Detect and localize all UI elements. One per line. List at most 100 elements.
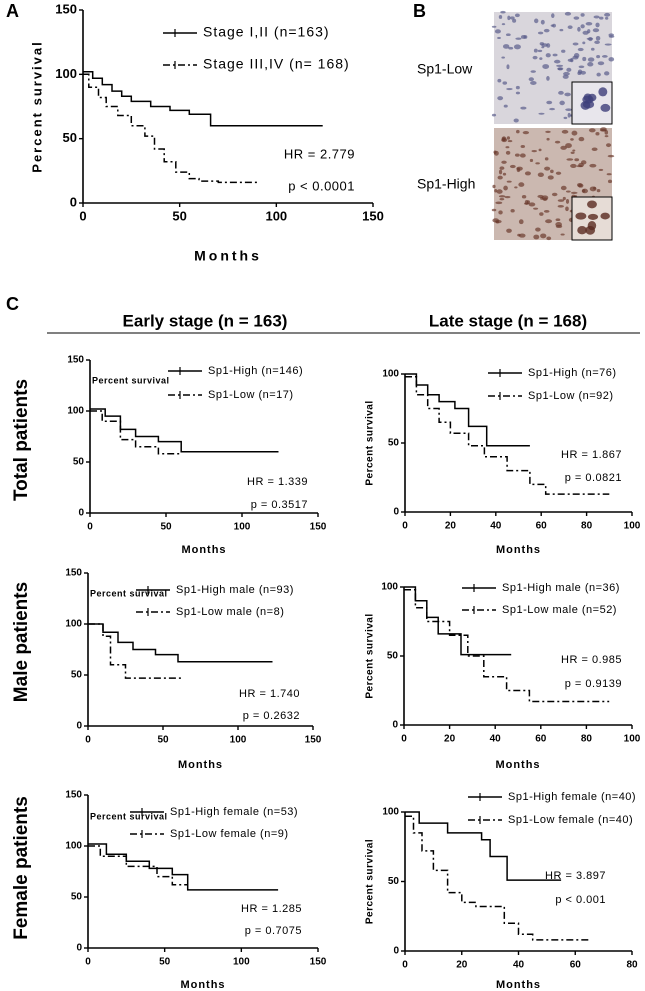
nucleus (555, 171, 562, 175)
nucleus (587, 200, 597, 209)
nucleus (543, 28, 550, 33)
x-tick-label: 150 (305, 735, 322, 746)
nucleus (495, 201, 503, 205)
annotation: HR = 1.867 (561, 449, 622, 461)
nucleus (560, 185, 567, 191)
column-header: Early stage (n = 163) (123, 311, 288, 330)
nucleus (549, 107, 555, 111)
nucleus (508, 46, 514, 50)
y-tick-label: 0 (76, 943, 82, 954)
x-tick-label: 100 (624, 734, 641, 745)
row-label: Total patients (11, 379, 32, 501)
nucleus (509, 164, 516, 169)
nucleus (545, 130, 551, 133)
nucleus (505, 150, 511, 155)
nucleus (551, 192, 558, 197)
annotation: HR = 1.740 (239, 688, 300, 700)
nucleus (570, 191, 578, 194)
nucleus (507, 140, 513, 143)
y-tick-label: 100 (65, 619, 82, 630)
nucleus (597, 61, 605, 66)
nucleus (528, 202, 536, 207)
nucleus (600, 103, 611, 112)
nucleus (512, 18, 517, 23)
legend-label: Sp1-Low male (n=8) (176, 606, 284, 618)
nucleus (501, 136, 507, 142)
nucleus (565, 206, 569, 212)
nucleus (539, 212, 544, 216)
annotation: HR = 2.779 (284, 146, 355, 161)
x-tick-label: 50 (172, 208, 186, 223)
row-label: Male patients (11, 582, 32, 702)
nucleus (580, 70, 586, 75)
nucleus (577, 71, 582, 76)
nucleus (498, 195, 506, 198)
image-label: Sp1-Low (417, 61, 473, 77)
nucleus (582, 41, 586, 45)
y-tick-label: 50 (73, 457, 85, 468)
nucleus (570, 151, 575, 155)
nucleus (587, 62, 594, 67)
nucleus (582, 56, 587, 62)
nucleus (524, 171, 531, 176)
nucleus (514, 13, 520, 18)
nucleus (560, 233, 565, 236)
nucleus (518, 182, 525, 187)
y-tick-label: 50 (387, 651, 399, 662)
nucleus (556, 64, 564, 67)
nucleus (572, 42, 579, 46)
annotation: p = 0.2632 (243, 710, 300, 722)
x-tick-label: 50 (160, 522, 172, 533)
nucleus (518, 219, 524, 225)
nucleus (601, 55, 608, 58)
nucleus (565, 190, 571, 193)
y-tick-label: 50 (71, 670, 83, 681)
nucleus (592, 28, 600, 33)
x-tick-label: 100 (234, 522, 251, 533)
y-axis-label: Percent survival (29, 40, 44, 172)
nucleus (580, 13, 585, 17)
x-tick-label: 80 (581, 734, 593, 745)
annotation: p < 0.0001 (288, 178, 355, 193)
nucleus (559, 28, 564, 32)
y-tick-label: 0 (76, 721, 82, 732)
nucleus (503, 104, 508, 108)
nucleus (591, 147, 598, 152)
nucleus (494, 188, 498, 193)
annotation: p = 0.9139 (565, 678, 622, 690)
nucleus (516, 166, 523, 171)
nucleus (506, 228, 512, 233)
nucleus (546, 236, 552, 241)
nucleus (566, 158, 574, 161)
legend-label: Sp1-Low (n=17) (208, 389, 294, 401)
nucleus (604, 12, 611, 17)
x-tick-label: 60 (570, 960, 582, 971)
panel-label: C (6, 294, 19, 314)
legend-label: Sp1-High female (n=40) (508, 791, 636, 803)
survival-curve (405, 376, 610, 495)
nucleus (606, 143, 612, 148)
nucleus (540, 19, 545, 25)
survival-curve (404, 589, 610, 703)
y-axis-label: Percent survival (365, 400, 376, 485)
x-tick-label: 60 (535, 734, 547, 745)
nucleus (547, 175, 554, 180)
nucleus (608, 33, 615, 37)
y-axis-label: Percent survival (365, 613, 376, 698)
nucleus (560, 145, 567, 150)
nucleus (565, 199, 570, 204)
nucleus (604, 71, 610, 76)
y-tick-label: 150 (67, 355, 84, 366)
panel-label: A (6, 1, 19, 21)
nucleus (550, 169, 554, 174)
nucleus (520, 106, 527, 110)
x-axis-label: Months (495, 759, 540, 771)
nucleus (577, 26, 581, 32)
nucleus (604, 43, 612, 46)
y-tick-label: 0 (70, 194, 77, 209)
nucleus (607, 179, 613, 184)
nucleus (499, 197, 505, 201)
nucleus (507, 15, 511, 21)
x-tick-label: 20 (445, 521, 457, 532)
nucleus (546, 43, 551, 48)
